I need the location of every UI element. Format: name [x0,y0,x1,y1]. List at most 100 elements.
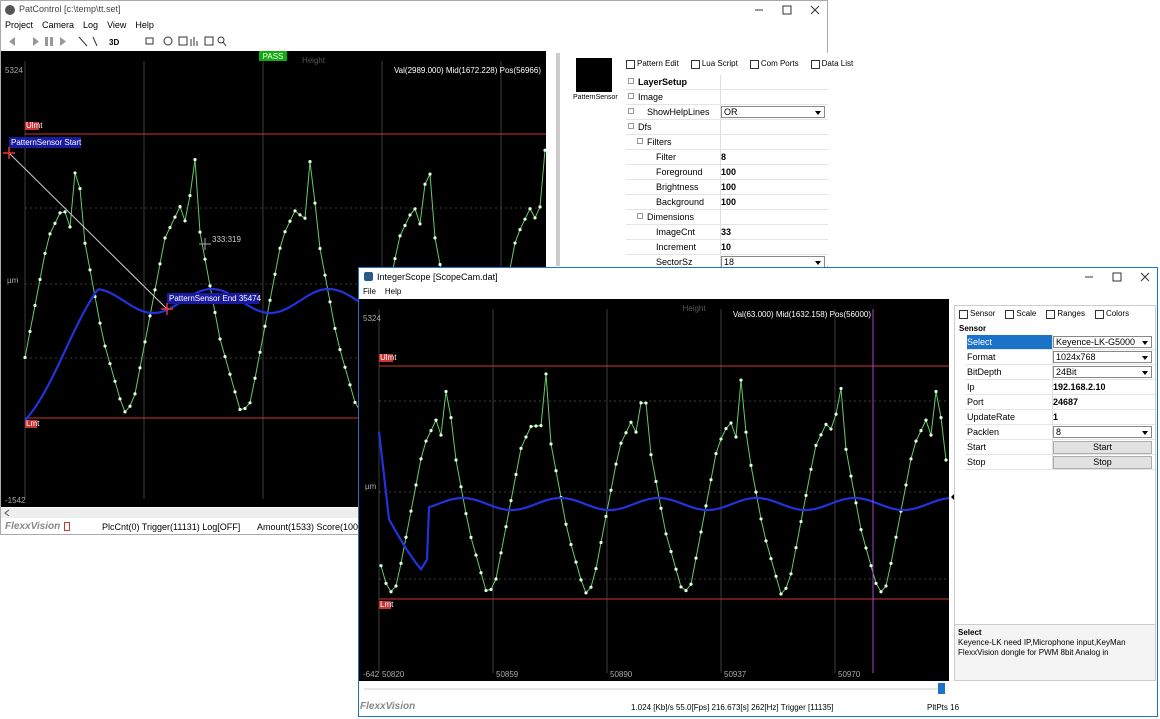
tab[interactable]: Colors [1094,309,1129,319]
trace-point [28,329,32,334]
trace-point [258,350,262,354]
dropdown[interactable]: 24Bit [1053,366,1152,378]
trace-point [749,463,753,467]
trace-point [719,437,723,441]
dropdown[interactable]: 1024x768 [1053,351,1152,363]
trace-point [188,193,192,198]
window-controls[interactable] [751,3,826,17]
toolbar-3d[interactable]: 3D [109,38,119,47]
trace-point [434,418,438,422]
menu-item[interactable]: View [107,20,127,30]
tab[interactable]: Lua Script [690,59,738,69]
window-controls[interactable] [1081,270,1156,284]
trace-point [233,390,237,394]
tab[interactable]: Data List [810,59,853,69]
tab[interactable]: Ranges [1046,309,1085,319]
trace-point [243,406,247,411]
menu-item[interactable]: Help [135,20,154,30]
button[interactable]: Stop [1053,456,1152,469]
group-header: Sensor [959,324,987,333]
expander[interactable] [628,123,634,129]
column-divider [720,255,721,269]
menu-bar: File Help [363,287,401,296]
trace-point [564,522,568,526]
menu-bar: Project Camera Log View Help [5,20,154,30]
trace-point [479,571,483,575]
menu-item[interactable]: Project [5,20,34,30]
menu-item[interactable]: Camera [42,20,75,30]
trace-point [934,389,938,394]
slider[interactable] [359,682,951,696]
readout: Val(63.000) Mid(1632.158) Pos(56000) [733,310,871,319]
thumbnail[interactable] [576,58,612,92]
expander[interactable] [637,213,643,219]
tab-label: Pattern Edit [637,59,679,68]
trace-point [403,223,407,228]
tab[interactable]: Sensor [959,309,995,319]
trace-point [664,532,668,536]
trace-point [919,429,923,433]
trace-point [98,321,102,325]
trace-point [338,347,342,352]
property-name: Filters [647,137,672,147]
trace-point [784,586,788,590]
trace-point [298,213,302,217]
trace-point [669,549,673,554]
status-text: PlcCnt(0) Trigger(11131) Log[OFF] [102,522,241,532]
expander[interactable] [628,78,634,84]
trace-point [519,446,523,450]
trace-point [859,528,863,532]
property-row: Background 100 [626,195,828,210]
trace-point [318,246,322,251]
expander[interactable] [628,108,634,114]
trace-point [223,355,227,359]
trace-point [103,344,107,348]
property-grid: LayerSetup Image ShowHelpLines OR Dfs Filters… [626,75,828,285]
menu-item[interactable]: Log [83,20,99,30]
status-icon [64,522,70,531]
trace-point [929,433,933,437]
trace-point [544,372,548,376]
trace-point [419,457,423,461]
trace-point [308,159,312,164]
trace-point [538,205,542,209]
trace-point [534,424,538,428]
menu-item[interactable]: Help [384,287,402,296]
trace-point [624,431,628,435]
trace-point [518,228,522,232]
property-row: Increment 10 [626,240,828,255]
help-text: Keyence-LK need IP,Microphone input,KeyM… [958,638,1126,657]
dropdown[interactable]: 8 [1053,426,1152,438]
menu-item[interactable]: File [363,287,376,296]
trace-point [408,213,412,217]
expander[interactable] [637,138,643,144]
trace-point [389,590,393,594]
trace-point [283,230,287,234]
tab[interactable]: Pattern Edit [626,59,679,69]
trace-point [33,303,37,308]
expander[interactable] [628,93,634,99]
x-tick-label: 50820 [382,670,405,679]
property-row: Filters [626,135,828,150]
trace-point [789,572,793,576]
x-tick-label: 50859 [496,670,519,679]
trace-point [68,225,72,229]
trace-point [288,219,292,223]
help-title: Select [958,628,982,637]
property-row: UpdateRate 1 [965,410,1155,425]
tab[interactable]: Com Ports [749,59,799,69]
trace-point [178,205,182,209]
button[interactable]: Start [1053,441,1152,454]
tab[interactable]: Scale [1005,309,1036,319]
trace-point [303,216,307,220]
tab-icon [1005,310,1015,319]
dropdown[interactable]: OR [721,106,825,118]
trace-point [48,232,52,236]
trace-point [499,551,503,555]
trace-point [399,561,403,565]
scrollbar[interactable] [1,508,546,518]
trace-point [153,288,157,292]
trace-point [739,378,743,382]
property-row: Brightness 100 [626,180,828,195]
dropdown[interactable]: Keyence-LK-G5000 [1053,336,1152,348]
